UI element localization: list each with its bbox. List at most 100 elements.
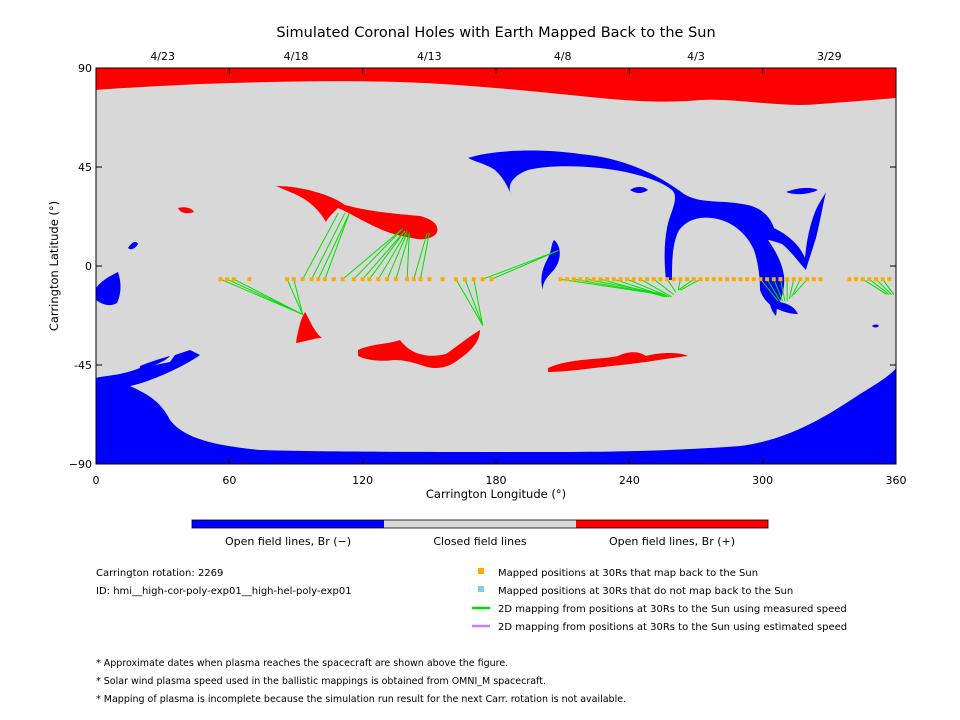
mapped-position-marker: [785, 277, 790, 282]
mapped-position-marker: [309, 277, 314, 282]
colorbar-closed: [384, 520, 576, 528]
mapped-position-marker: [385, 277, 390, 282]
mapped-position-marker: [818, 277, 823, 282]
mapping-line: [613, 278, 668, 298]
mapping-line: [473, 279, 484, 326]
mapped-position-marker: [291, 277, 296, 282]
mapped-position-marker: [751, 277, 756, 282]
x-tick-label: 240: [619, 474, 640, 487]
mapped-position-marker: [480, 277, 485, 282]
hole-fragment-d: [769, 290, 777, 316]
top-date-axis: 4/23 4/18 4/13 4/8 4/3 3/29: [150, 50, 841, 63]
mapping-line: [233, 278, 303, 315]
mapped-position-marker: [758, 277, 763, 282]
mapped-position-marker: [705, 277, 710, 282]
colorbar-label-closed: Closed field lines: [433, 535, 527, 548]
footnote-1: * Approximate dates when plasma reaches …: [96, 658, 508, 669]
mapped-position-marker: [591, 277, 596, 282]
mapping-line: [491, 250, 559, 280]
mapping-lines: [220, 212, 895, 326]
mapped-position-marker: [411, 277, 416, 282]
mapped-position-marker: [331, 277, 336, 282]
mapped-position-marker: [645, 277, 650, 282]
colorbar-frame: [191, 519, 769, 529]
mapped-position-marker: [887, 277, 892, 282]
southern-hole-1: [358, 330, 480, 368]
top-date-label: 4/23: [150, 50, 175, 63]
mapping-line: [773, 279, 784, 302]
mapping-line: [368, 230, 406, 280]
mapping-line: [760, 278, 779, 302]
northern-hole-2: [178, 207, 194, 214]
mapping-line: [788, 279, 795, 300]
mapped-position-marker: [798, 277, 803, 282]
southwest-tail: [140, 356, 170, 370]
x-tick-label: 300: [752, 474, 773, 487]
mapped-position-marker: [671, 277, 676, 282]
y-tick-label: 45: [78, 161, 92, 174]
mapped-position-marker: [605, 277, 610, 282]
mapped-position-marker: [351, 277, 356, 282]
north-polar-hole: [96, 68, 896, 105]
mapped-position-markers: [218, 277, 892, 282]
colorbar-label-positive: Open field lines, Br (+): [609, 535, 735, 548]
mapping-line: [766, 278, 781, 302]
mapped-position-marker: [698, 277, 703, 282]
colorbar-label-negative: Open field lines, Br (−): [225, 535, 351, 548]
x-tick-label: 180: [486, 474, 507, 487]
mapped-position-marker: [771, 277, 776, 282]
mapped-position-marker: [658, 277, 663, 282]
colorbar-negative: [192, 520, 384, 528]
mapped-position-marker: [718, 277, 723, 282]
mapped-position-marker: [867, 277, 872, 282]
mapping-line: [293, 279, 304, 315]
mapped-position-marker: [665, 277, 670, 282]
mapping-line: [666, 278, 677, 293]
mapping-line: [779, 279, 786, 302]
top-date-label: 4/8: [554, 50, 572, 63]
legend-item-label: 2D mapping from positions at 30Rs to the…: [498, 622, 847, 633]
mapped-position-marker: [778, 277, 783, 282]
mapped-position-marker: [854, 277, 858, 282]
chart-title: Simulated Coronal Holes with Earth Mappe…: [276, 25, 715, 41]
mapped-position-marker: [405, 277, 410, 282]
mapping-line: [226, 278, 303, 315]
mapped-position-marker: [316, 277, 321, 282]
top-date-label: 4/13: [417, 50, 442, 63]
mapping-line: [302, 212, 339, 280]
mapping-line: [875, 278, 892, 295]
mapping-line: [419, 232, 430, 280]
legend-item-label: Mapped positions at 30Rs that map back t…: [498, 568, 758, 579]
mapped-position-marker: [322, 277, 327, 282]
mapped-position-marker: [618, 277, 623, 282]
mapped-position-marker: [462, 277, 467, 282]
x-tick-label: 360: [886, 474, 907, 487]
west-limb-hole: [96, 272, 121, 306]
mapped-position-marker: [638, 277, 643, 282]
y-tick-label: -45: [74, 359, 92, 372]
mapping-line: [680, 278, 701, 291]
hole-fragment-b: [630, 187, 648, 193]
mapping-line: [600, 278, 666, 298]
mapped-position-marker: [691, 277, 696, 282]
mapping-line: [353, 228, 404, 280]
mapped-position-marker: [791, 277, 796, 282]
mapping-line: [377, 230, 408, 280]
mapped-position-marker: [471, 277, 476, 282]
mapped-position-marker: [218, 277, 223, 282]
mapped-position-marker: [874, 277, 878, 282]
mapping-line: [862, 278, 888, 296]
hole-fragment-a: [786, 187, 818, 195]
colorbar: Open field lines, Br (−) Closed field li…: [191, 519, 769, 548]
mapped-position-marker: [571, 277, 576, 282]
northern-arc: [468, 150, 826, 314]
legend-item-label: 2D mapping from positions at 30Rs to the…: [498, 604, 847, 615]
footnote-2: * Solar wind plasma speed used in the ba…: [96, 676, 546, 687]
northern-hole-1: [276, 186, 438, 240]
hole-fragment-c: [872, 324, 879, 328]
x-axis: 0 60 120 180 240 300 360: [93, 68, 907, 487]
mapping-line: [677, 278, 695, 291]
mapping-line: [793, 278, 808, 295]
mapped-position-marker: [489, 277, 494, 282]
